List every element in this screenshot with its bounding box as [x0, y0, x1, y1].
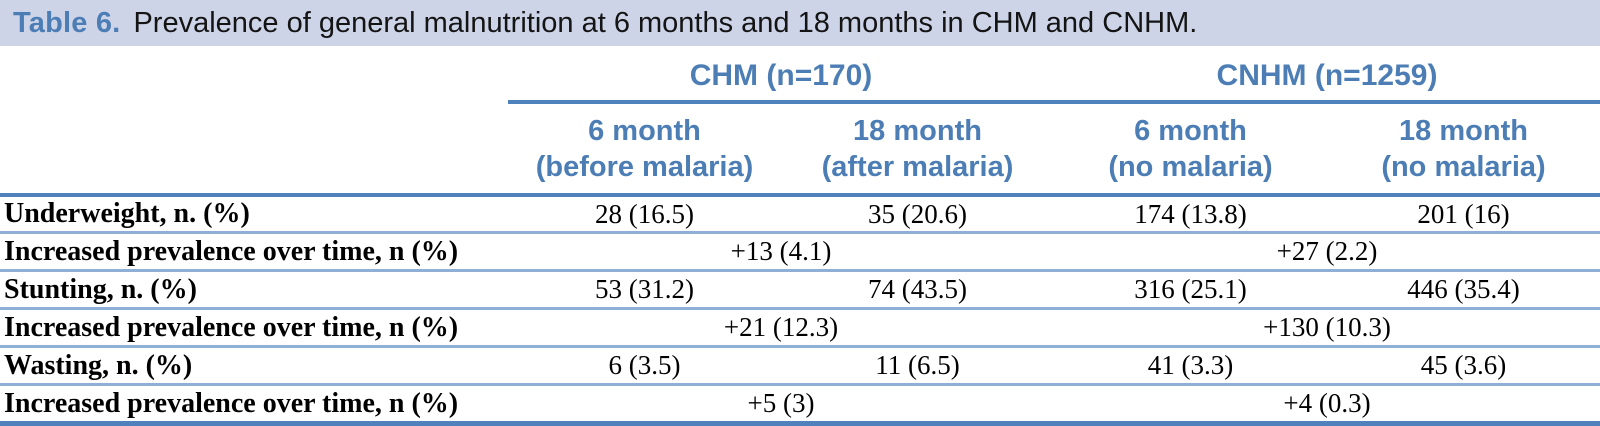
table-row-increased-stunting: Increased prevalence over time, n (%) +2…: [0, 307, 1600, 345]
cell-value: 316 (25.1): [1134, 274, 1247, 304]
merged-cell-value: +21 (12.3): [723, 312, 839, 342]
table-number: Table 6.: [13, 6, 121, 39]
merged-cell-value: +13 (4.1): [730, 236, 832, 266]
column-header-line1: 6 month: [1134, 114, 1247, 147]
cell-value: 53 (31.2): [595, 274, 694, 304]
table-row-stunting: Stunting, n. (%) 53 (31.2) 74 (43.5) 316…: [0, 269, 1600, 307]
table-row-underweight: Underweight, n. (%) 28 (16.5) 35 (20.6) …: [0, 193, 1600, 231]
merged-cell-value: +4 (0.3): [1283, 388, 1371, 418]
cell-value: 6 (3.5): [608, 350, 681, 380]
row-label: Increased prevalence over time, n (%): [4, 311, 459, 343]
table-body: Underweight, n. (%) 28 (16.5) 35 (20.6) …: [0, 193, 1600, 426]
group-header-spacer: [0, 46, 508, 104]
cell-value: 41 (3.3): [1147, 350, 1234, 380]
cell-value: 74 (43.5): [868, 274, 967, 304]
column-header-chm-18month: 18 month (after malaria): [781, 113, 1054, 185]
column-header-line1: 18 month: [853, 114, 982, 147]
table-caption: Prevalence of general malnutrition at 6 …: [133, 6, 1198, 39]
cell-value: 201 (16): [1417, 198, 1510, 229]
group-header-chm: CHM (n=170): [508, 46, 1054, 104]
table-caption-bar: Table 6. Prevalence of general malnutrit…: [0, 0, 1600, 46]
cell-value: 35 (20.6): [868, 198, 967, 229]
table-row-wasting: Wasting, n. (%) 6 (3.5) 11 (6.5) 41 (3.3…: [0, 345, 1600, 383]
column-header-line2: (no malaria): [1108, 150, 1273, 183]
table-row-increased-underweight: Increased prevalence over time, n (%) +1…: [0, 231, 1600, 269]
row-label: Increased prevalence over time, n (%): [4, 235, 459, 267]
cell-value: 45 (3.6): [1420, 350, 1507, 380]
cell-value: 174 (13.8): [1134, 198, 1247, 229]
column-header-line1: 6 month: [588, 114, 701, 147]
column-header-chm-6month: 6 month (before malaria): [508, 113, 781, 185]
column-header-row: 6 month (before malaria) 18 month (after…: [0, 104, 1600, 193]
column-header-line1: 18 month: [1399, 114, 1528, 147]
group-header-row: CHM (n=170) CNHM (n=1259): [0, 46, 1600, 104]
merged-cell-value: +130 (10.3): [1263, 312, 1391, 342]
cell-value: 28 (16.5): [595, 198, 694, 229]
row-label: Stunting, n. (%): [4, 273, 197, 305]
column-header-line2: (after malaria): [821, 150, 1014, 183]
row-label: Increased prevalence over time, n (%): [4, 387, 459, 419]
cell-value: 11 (6.5): [875, 350, 960, 380]
column-header-cnhm-18month: 18 month (no malaria): [1327, 113, 1600, 185]
row-label: Underweight, n. (%): [4, 198, 250, 229]
merged-cell-value: +27 (2.2): [1276, 236, 1378, 266]
column-header-line2: (before malaria): [535, 150, 754, 183]
column-header-line2: (no malaria): [1381, 150, 1546, 183]
column-header-cnhm-6month: 6 month (no malaria): [1054, 113, 1327, 185]
cell-value: 446 (35.4): [1407, 274, 1520, 304]
group-header-cnhm: CNHM (n=1259): [1054, 46, 1600, 104]
row-label: Wasting, n. (%): [4, 349, 193, 381]
table-row-increased-wasting: Increased prevalence over time, n (%) +5…: [0, 383, 1600, 421]
merged-cell-value: +5 (3): [747, 388, 815, 418]
